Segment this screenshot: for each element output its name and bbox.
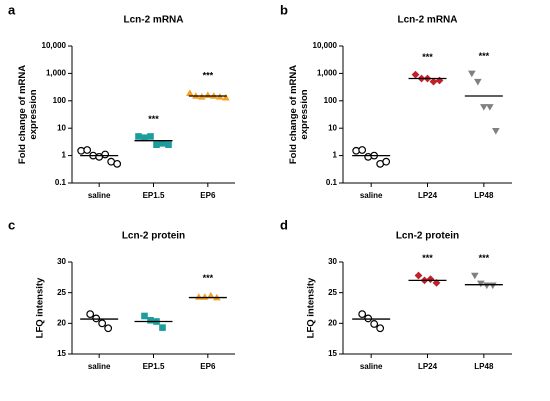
data-point bbox=[98, 319, 107, 328]
significance: *** bbox=[203, 273, 214, 283]
x-tick-label: EP6 bbox=[200, 362, 216, 371]
data-point bbox=[113, 159, 122, 168]
data-point bbox=[358, 310, 367, 319]
data-point bbox=[492, 128, 500, 135]
y-axis-label: expression bbox=[28, 89, 39, 139]
chart-title: Lcn-2 mRNA bbox=[397, 15, 457, 26]
data-point bbox=[104, 324, 113, 333]
data-point bbox=[101, 150, 110, 159]
data-point bbox=[147, 133, 154, 140]
data-point bbox=[204, 91, 212, 99]
x-tick-label: LP48 bbox=[474, 191, 494, 200]
data-point bbox=[358, 146, 367, 154]
x-tick-label: saline bbox=[360, 362, 383, 371]
significance: *** bbox=[203, 71, 214, 81]
y-tick-label: 1 bbox=[62, 151, 67, 160]
data-point bbox=[159, 140, 166, 147]
y-axis-label: expression bbox=[299, 89, 310, 139]
y-tick-label: 10 bbox=[328, 123, 337, 132]
y-tick-label: 100 bbox=[53, 96, 67, 105]
data-point bbox=[426, 275, 435, 284]
data-point bbox=[432, 278, 441, 287]
y-tick-label: 10 bbox=[57, 123, 66, 132]
y-tick-label: 100 bbox=[324, 96, 338, 105]
data-point bbox=[135, 133, 142, 140]
panel-label: a bbox=[8, 2, 16, 17]
y-axis-label: LFQ intensity bbox=[306, 277, 317, 338]
panel-label: b bbox=[280, 2, 288, 17]
y-tick-label: 30 bbox=[57, 257, 66, 266]
data-point bbox=[477, 280, 485, 288]
data-point bbox=[83, 146, 92, 154]
y-tick-label: 15 bbox=[57, 349, 66, 358]
y-tick-label: 25 bbox=[328, 288, 337, 297]
y-tick-label: 10,000 bbox=[42, 41, 67, 50]
data-point bbox=[159, 324, 166, 331]
y-tick-label: 1,000 bbox=[46, 69, 67, 78]
data-point bbox=[153, 141, 160, 148]
data-point bbox=[429, 77, 438, 86]
data-point bbox=[489, 282, 497, 290]
x-tick-label: saline bbox=[88, 191, 111, 200]
data-point bbox=[483, 282, 491, 290]
data-point bbox=[195, 293, 203, 300]
y-tick-label: 15 bbox=[328, 349, 337, 358]
data-point bbox=[165, 141, 172, 148]
y-tick-label: 1,000 bbox=[317, 69, 338, 78]
y-axis-label: Fold change of mRNA bbox=[17, 65, 28, 164]
chart-title: Lcn-2 protein bbox=[122, 231, 185, 242]
y-tick-label: 20 bbox=[57, 318, 66, 327]
data-point bbox=[471, 272, 479, 280]
y-tick-label: 30 bbox=[328, 257, 337, 266]
data-point bbox=[201, 293, 209, 300]
data-point bbox=[141, 312, 148, 320]
data-point bbox=[370, 320, 379, 328]
chart-title: Lcn-2 protein bbox=[396, 231, 459, 242]
x-tick-label: saline bbox=[88, 362, 111, 371]
data-point bbox=[222, 93, 230, 101]
x-tick-label: EP6 bbox=[200, 191, 216, 200]
y-tick-label: 10,000 bbox=[313, 41, 338, 50]
y-tick-label: 25 bbox=[57, 288, 66, 297]
data-point bbox=[474, 78, 482, 86]
y-tick-label: 20 bbox=[328, 318, 337, 327]
data-point bbox=[147, 316, 154, 324]
x-tick-label: EP1.5 bbox=[143, 362, 165, 371]
data-point bbox=[207, 291, 215, 299]
panel-label: c bbox=[8, 217, 15, 232]
y-tick-label: 1 bbox=[333, 151, 338, 160]
x-tick-label: LP48 bbox=[474, 362, 494, 371]
data-point bbox=[86, 310, 95, 319]
data-point bbox=[411, 70, 420, 79]
significance: *** bbox=[479, 253, 490, 263]
y-axis-label: Fold change of mRNA bbox=[288, 65, 299, 164]
x-tick-label: EP1.5 bbox=[143, 191, 165, 200]
significance: *** bbox=[422, 52, 433, 62]
data-point bbox=[486, 104, 494, 111]
data-point bbox=[382, 157, 391, 166]
y-axis-label: LFQ intensity bbox=[35, 277, 46, 338]
data-point bbox=[435, 76, 444, 85]
data-point bbox=[480, 104, 488, 111]
significance: *** bbox=[148, 114, 159, 124]
data-point bbox=[141, 134, 148, 142]
data-point bbox=[414, 271, 423, 280]
x-tick-label: LP24 bbox=[418, 191, 438, 200]
data-point bbox=[468, 70, 476, 78]
x-tick-label: saline bbox=[360, 191, 383, 200]
data-point bbox=[186, 89, 194, 96]
chart-title: Lcn-2 mRNA bbox=[123, 15, 183, 26]
y-tick-label: 0.1 bbox=[326, 178, 338, 187]
x-tick-label: LP24 bbox=[418, 362, 438, 371]
panel-label: d bbox=[280, 217, 288, 232]
y-tick-label: 0.1 bbox=[55, 178, 67, 187]
significance: *** bbox=[479, 51, 490, 61]
significance: *** bbox=[422, 253, 433, 263]
data-point bbox=[376, 324, 385, 333]
